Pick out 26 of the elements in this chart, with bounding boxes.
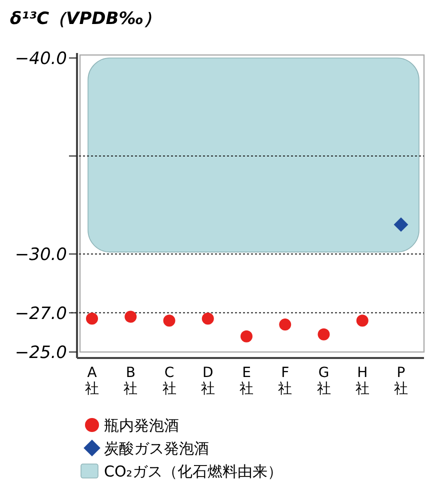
y-tick-label: −40.0: [14, 48, 67, 69]
x-tick-label: B社: [124, 365, 138, 397]
x-tick-label: E社: [240, 365, 254, 397]
point: [124, 310, 137, 323]
y-tick-label: −27.0: [14, 304, 67, 324]
point: [356, 314, 368, 327]
point: [279, 318, 292, 331]
x-tick-label: P社: [394, 365, 408, 397]
legend-label: CO₂ガス（化石燃料由来）: [104, 462, 282, 480]
y-tick-label: −25.0: [14, 342, 67, 363]
legend-label: 瓶内発泡酒: [104, 416, 179, 434]
x-tick-label: C社: [162, 365, 176, 397]
x-tick-label: D社: [200, 365, 215, 397]
point: [163, 314, 176, 327]
point: [240, 330, 252, 342]
x-tick-label: G社: [316, 365, 331, 397]
point: [86, 312, 98, 325]
x-tick-label: F社: [278, 365, 292, 397]
legend-label: 炭酸ガス発泡酒: [104, 439, 209, 458]
point: [318, 328, 330, 340]
point: [202, 312, 214, 325]
y-axis-title: δ¹³C（VPDB‰）: [10, 9, 160, 29]
y-tick-label: −30.0: [14, 244, 67, 265]
x-tick-label: H社: [355, 365, 370, 397]
point: [394, 217, 408, 232]
x-tick-label: A社: [85, 365, 99, 397]
